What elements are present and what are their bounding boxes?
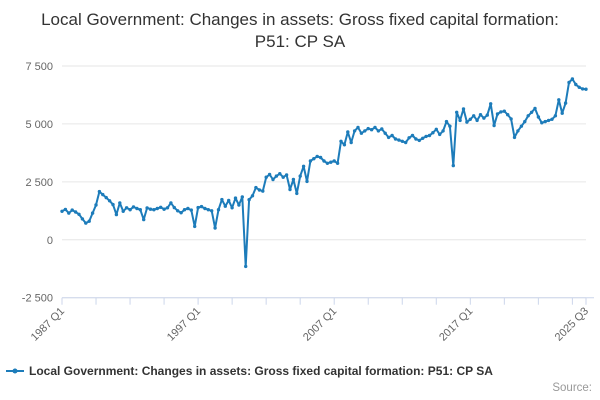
series-markers <box>60 77 588 269</box>
gridlines <box>62 65 586 299</box>
y-axis-labels: -2 500 0 2 500 5 000 7 500 <box>22 61 53 305</box>
svg-text:7 500: 7 500 <box>25 61 53 73</box>
page-title: Local Government: Changes in assets: Gro… <box>41 10 559 52</box>
legend-line-icon <box>6 366 24 376</box>
series-line <box>61 78 587 268</box>
svg-text:2025 Q3: 2025 Q3 <box>553 305 591 343</box>
svg-text:1997 Q1: 1997 Q1 <box>165 305 203 343</box>
legend-item[interactable]: Local Government: Changes in assets: Gro… <box>6 364 598 378</box>
x-axis <box>61 297 594 305</box>
source-label: Source: <box>552 382 592 394</box>
svg-text:-2 500: -2 500 <box>22 293 53 305</box>
x-axis-labels: 1987 Q1 1997 Q1 2007 Q1 2017 Q1 2025 Q3 <box>29 305 591 343</box>
svg-text:2017 Q1: 2017 Q1 <box>437 305 475 343</box>
chart-svg: -2 500 0 2 500 5 000 7 500 1987 Q1 1997 Q1 2007… <box>22 61 594 344</box>
svg-text:2 500: 2 500 <box>25 177 53 189</box>
svg-text:0: 0 <box>47 235 53 247</box>
svg-text:5 000: 5 000 <box>25 119 53 131</box>
svg-text:2007 Q1: 2007 Q1 <box>301 305 339 343</box>
svg-text:1987 Q1: 1987 Q1 <box>29 305 67 343</box>
legend-marker <box>12 368 18 374</box>
legend-label: Local Government: Changes in assets: Gro… <box>29 364 493 378</box>
